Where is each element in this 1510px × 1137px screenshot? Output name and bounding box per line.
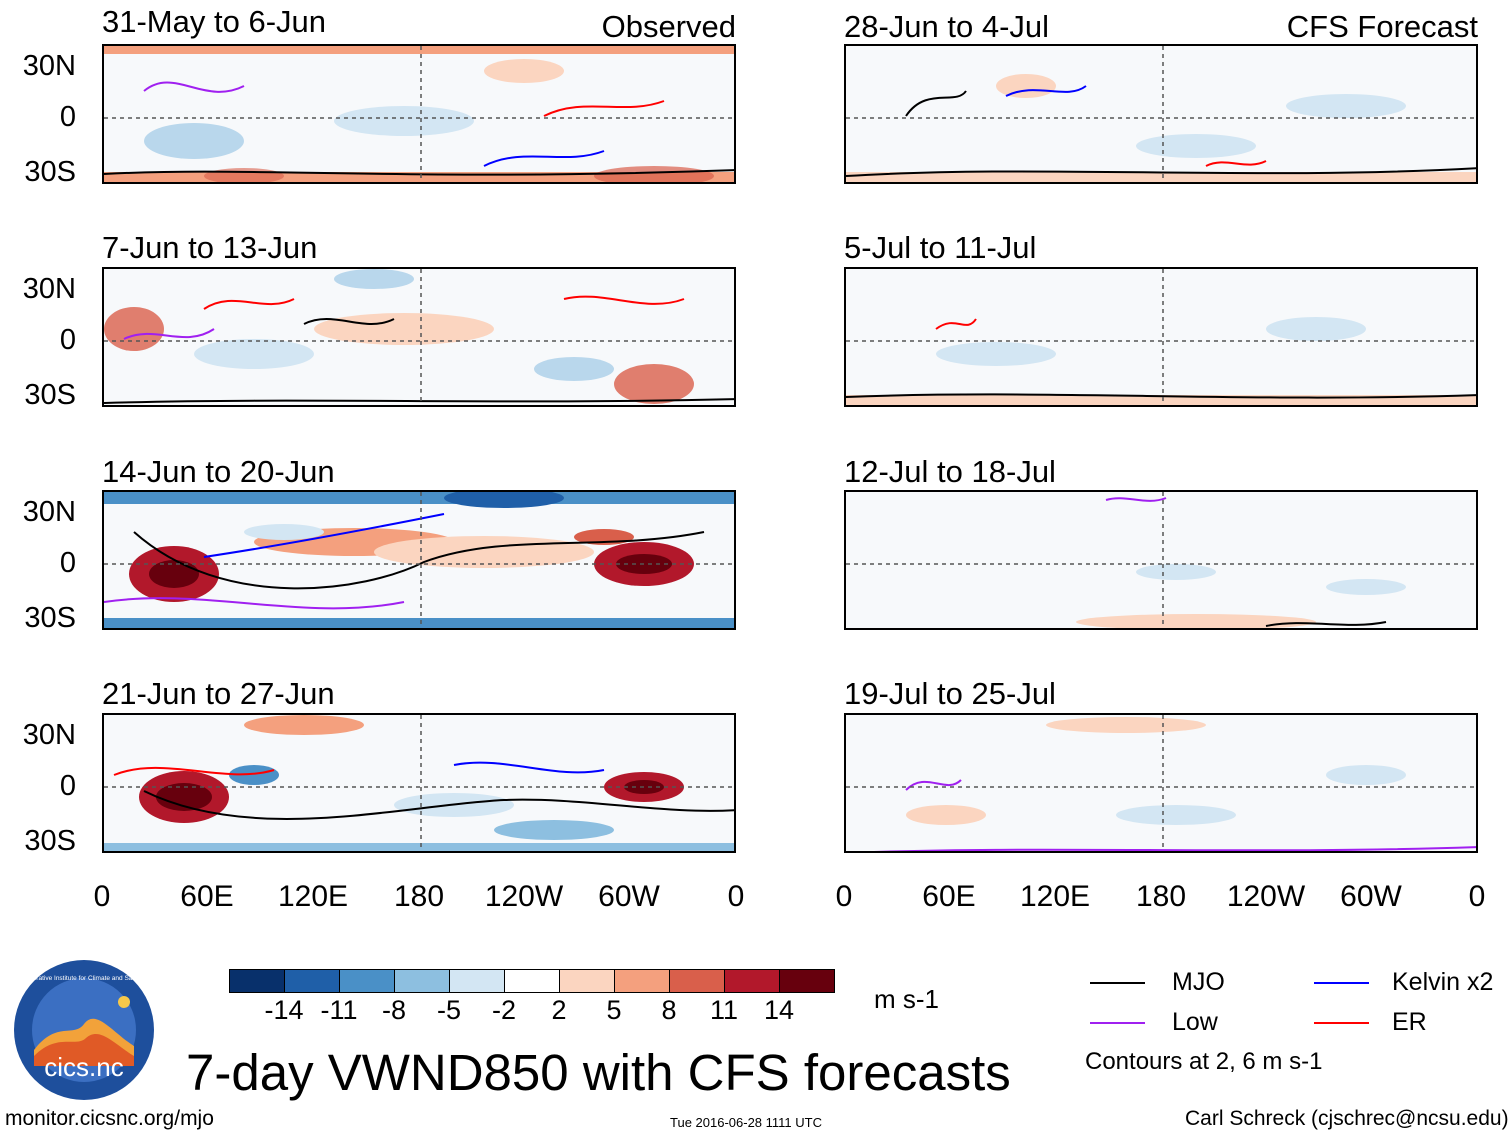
colorbar-label: 8 — [661, 995, 677, 1025]
cics-logo: cics.nc Cooperative Institute for Climat… — [12, 958, 156, 1102]
lon-label: 0 — [1468, 880, 1486, 913]
lat-label-30s: 30S — [24, 156, 76, 188]
lon-label: 0 — [835, 880, 853, 913]
forecast-panel-2-title: 5-Jul to 11-Jul — [844, 230, 1037, 265]
lat-label-30s: 30S — [24, 602, 76, 634]
lon-label: 60W — [598, 880, 660, 913]
lat-label-30n: 30N — [22, 273, 76, 305]
lat-label-30n: 30N — [22, 50, 76, 82]
logo-text: cics.nc — [44, 1052, 123, 1082]
legend-contour-note: Contours at 2, 6 m s-1 — [1085, 1048, 1323, 1075]
legend-swatch-kelvin — [1314, 982, 1369, 984]
colorbar-box — [779, 969, 835, 993]
colorbar-label: 2 — [551, 995, 567, 1025]
lon-label: 180 — [393, 880, 445, 913]
footer-timestamp: Tue 2016-06-28 1111 UTC — [670, 1115, 822, 1130]
observed-panel-4-title: 21-Jun to 27-Jun — [102, 676, 335, 711]
lat-label-eq: 0 — [59, 324, 76, 356]
legend-label-mjo: MJO — [1172, 968, 1225, 996]
colorbar-box — [339, 969, 395, 993]
colorbar-box — [559, 969, 615, 993]
colorbar-label: -11 — [320, 995, 358, 1025]
colorbar-box — [229, 969, 285, 993]
colorbar-label: 14 — [763, 995, 795, 1025]
forecast-label: CFS Forecast — [1286, 9, 1478, 44]
observed-map-panel-3 — [102, 490, 736, 630]
forecast-map-panel-3 — [844, 490, 1478, 630]
colorbar-box — [449, 969, 505, 993]
colorbar-label: 11 — [709, 995, 739, 1025]
observed-label: Observed — [601, 9, 736, 44]
colorbar-box — [394, 969, 450, 993]
lat-label-30n: 30N — [22, 719, 76, 751]
colorbar-label: 5 — [606, 995, 622, 1025]
forecast-map-panel-2 — [844, 267, 1478, 407]
observed-map-panel-1 — [102, 44, 736, 184]
observed-map-panel-2 — [102, 267, 736, 407]
lon-label: 120W — [484, 880, 564, 913]
logo-ring-text: Cooperative Institute for Climate and Sa… — [17, 975, 151, 982]
lon-label: 60E — [922, 880, 976, 913]
legend-label-er: ER — [1392, 1008, 1427, 1036]
footer-url: monitor.cicsnc.org/mjo — [5, 1107, 214, 1130]
forecast-map-panel-1 — [844, 44, 1478, 184]
lon-label: 60W — [1340, 880, 1402, 913]
lon-label: 60E — [180, 880, 234, 913]
lat-label-30n: 30N — [22, 496, 76, 528]
lat-label-30s: 30S — [24, 825, 76, 857]
colorbar-box — [724, 969, 780, 993]
observed-panel-1-title: 31-May to 6-Jun — [102, 4, 326, 39]
colorbar-units: m s-1 — [874, 984, 939, 1014]
lon-label: 180 — [1135, 880, 1187, 913]
forecast-panel-3-title: 12-Jul to 18-Jul — [844, 454, 1056, 489]
lat-label-eq: 0 — [59, 101, 76, 133]
colorbar-box — [284, 969, 340, 993]
main-title: 7-day VWND850 with CFS forecasts — [186, 1044, 1011, 1101]
lon-label: 120E — [1019, 880, 1091, 913]
legend-label-low: Low — [1172, 1008, 1218, 1036]
colorbar-label: -2 — [491, 995, 516, 1025]
forecast-map-panel-4 — [844, 713, 1478, 853]
legend-label-kelvin: Kelvin x2 — [1392, 968, 1494, 996]
legend-swatch-mjo — [1090, 982, 1145, 984]
forecast-panel-4-title: 19-Jul to 25-Jul — [844, 676, 1056, 711]
colorbar-box — [614, 969, 670, 993]
observed-panel-3-title: 14-Jun to 20-Jun — [102, 454, 335, 489]
legend-swatch-low — [1090, 1022, 1145, 1024]
colorbar-label: -14 — [264, 995, 304, 1025]
lon-label: 0 — [93, 880, 111, 913]
observed-map-panel-4 — [102, 713, 736, 853]
forecast-panel-1-title: 28-Jun to 4-Jul — [844, 9, 1050, 44]
lon-label: 0 — [727, 880, 745, 913]
lat-label-eq: 0 — [59, 547, 76, 579]
lon-label: 120W — [1226, 880, 1306, 913]
colorbar-box — [669, 969, 725, 993]
colorbar-label: -8 — [381, 995, 406, 1025]
lat-label-30s: 30S — [24, 379, 76, 411]
observed-panel-2-title: 7-Jun to 13-Jun — [102, 230, 318, 265]
lon-label: 120E — [277, 880, 349, 913]
footer-author: Carl Schreck (cjschrec@ncsu.edu) — [1185, 1107, 1509, 1130]
lat-label-eq: 0 — [59, 770, 76, 802]
legend-swatch-er — [1314, 1022, 1369, 1024]
colorbar-box — [504, 969, 560, 993]
colorbar-label: -5 — [436, 995, 461, 1025]
